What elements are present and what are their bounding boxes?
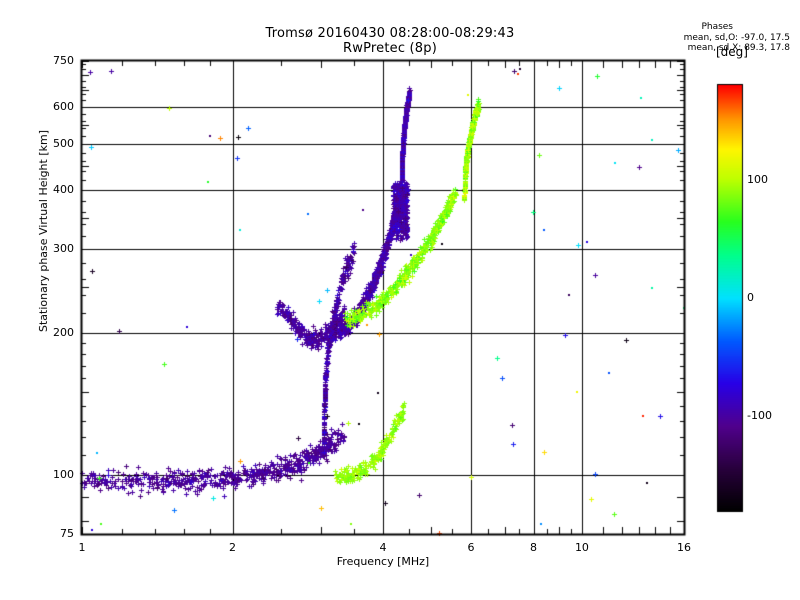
y-tick-label-500: 500	[53, 137, 74, 151]
colorbar-tick-label-0: 0	[747, 291, 754, 304]
x-tick-label-16: 16	[677, 541, 691, 554]
y-tick-label-750: 750	[53, 54, 74, 67]
x-tick-label-1: 1	[78, 541, 86, 554]
x-tick-label-8: 8	[530, 541, 537, 554]
colorbar-unit-label: [deg]	[716, 45, 748, 59]
y-tick-label-75: 75	[60, 527, 74, 540]
colorbar-tick-label-neg100: -100	[747, 409, 772, 423]
x-tick-label-10: 10	[574, 541, 589, 554]
y-tick-label-600: 600	[53, 99, 74, 113]
x-tick-label-6: 6	[467, 541, 475, 554]
x-tick-label-4: 4	[379, 541, 387, 554]
y-tick-label-200: 200	[53, 325, 74, 339]
y-tick-label-300: 300	[53, 242, 74, 256]
y-tick-label-100: 100	[53, 467, 74, 481]
x-axis-label: Frequency [MHz]	[336, 555, 430, 568]
x-tick-label-2: 2	[229, 541, 236, 554]
colorbar-tick-label-100: 100	[747, 172, 768, 186]
y-tick-label-400: 400	[53, 183, 74, 197]
